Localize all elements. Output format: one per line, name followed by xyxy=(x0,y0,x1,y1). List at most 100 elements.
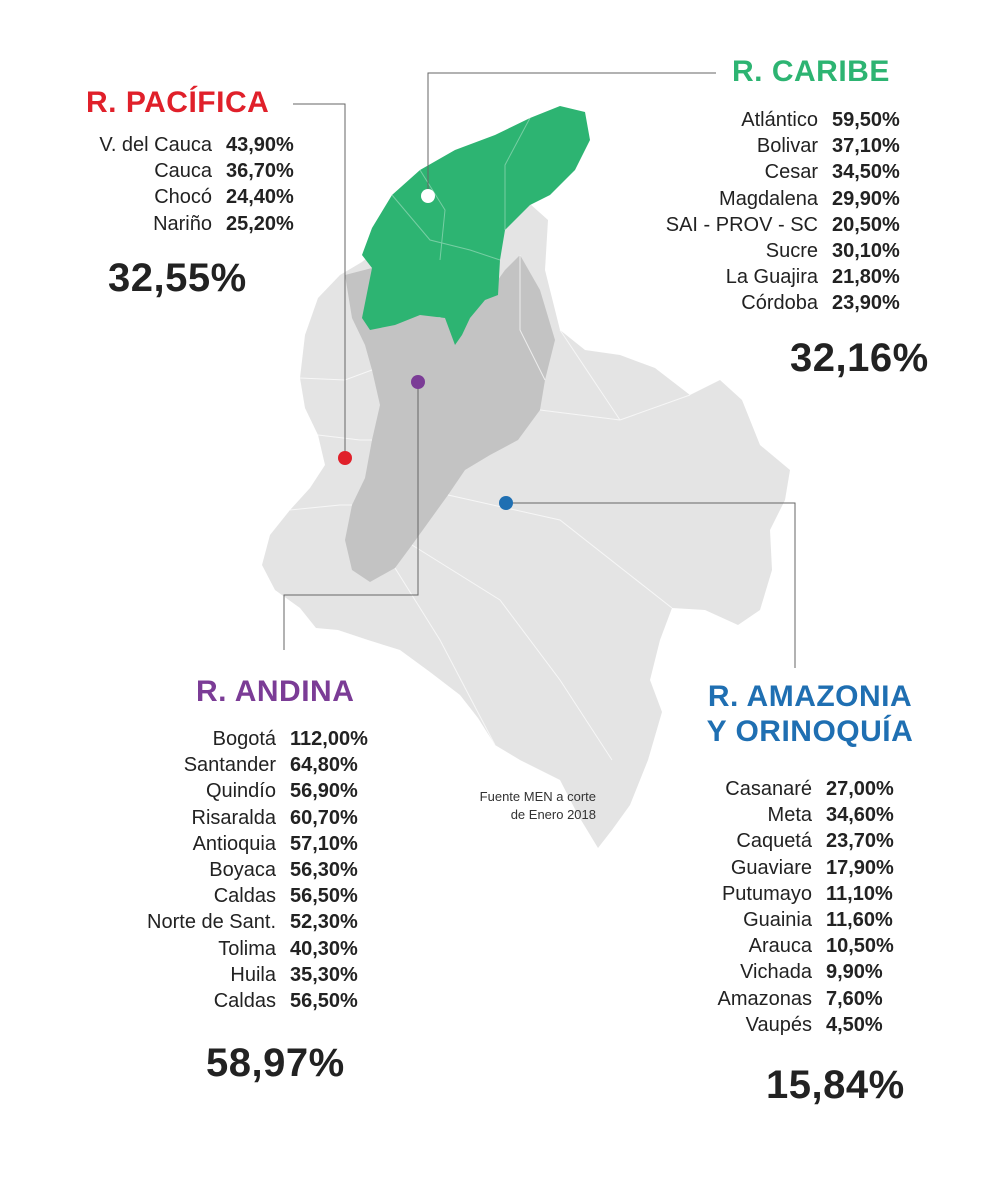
caribe-row-value: 29,90% xyxy=(832,187,900,210)
list-item: Boyaca 56,30% xyxy=(100,857,368,883)
andina-row-value: 56,50% xyxy=(290,885,358,908)
marker-caribe[interactable] xyxy=(421,189,435,203)
pacifica-row-name: Chocó xyxy=(154,186,212,209)
list-item: Arauca 10,50% xyxy=(620,933,894,959)
amazonia-row-name: Guaviare xyxy=(730,856,812,879)
andina-row-name: Tolima xyxy=(218,937,276,960)
andina-total: 58,97% xyxy=(206,1041,345,1085)
amazonia-row-name: Meta xyxy=(767,804,812,827)
caribe-total: 32,16% xyxy=(790,336,929,380)
amazonia-row-value: 11,10% xyxy=(826,882,893,905)
amazonia-row-name: Vaupés xyxy=(745,1013,812,1036)
amazonia-row-name: Guainia xyxy=(743,909,812,932)
source-line-1: Fuente MEN a corte xyxy=(479,789,596,804)
caribe-row-value: 34,50% xyxy=(832,161,900,184)
amazonia-row-value: 34,60% xyxy=(826,804,894,827)
andina-row-value: 60,70% xyxy=(290,806,358,829)
pacifica-row-value: 36,70% xyxy=(226,160,294,183)
caribe-row-value: 20,50% xyxy=(832,213,900,236)
caribe-list: Atlántico 59,50% Bolivar 37,10% Cesar 34,50… xyxy=(610,107,900,317)
amazonia-row-value: 9,90% xyxy=(826,961,883,984)
list-item: SAI - PROV - SC 20,50% xyxy=(610,212,900,238)
list-item: Sucre 30,10% xyxy=(610,238,900,264)
marker-andina[interactable] xyxy=(411,375,425,389)
pacifica-row-name: V. del Cauca xyxy=(99,134,212,156)
andina-row-name: Bogotá xyxy=(212,728,276,750)
andina-row-value: 56,90% xyxy=(290,780,358,803)
caribe-row-name: Atlántico xyxy=(741,109,818,131)
list-item: Bogotá 112,00% xyxy=(100,726,368,752)
list-item: Bolivar 37,10% xyxy=(610,133,900,159)
pacifica-row-value: 25,20% xyxy=(226,212,294,235)
connector-amazonia xyxy=(506,502,796,668)
andina-row-name: Caldas xyxy=(213,885,276,908)
caribe-row-name: La Guajira xyxy=(725,266,818,289)
list-item: Quindío 56,90% xyxy=(100,778,368,804)
caribe-row-value: 23,90% xyxy=(832,292,900,315)
amazonia-row-value: 7,60% xyxy=(826,987,883,1010)
list-item: Cauca 36,70% xyxy=(60,158,294,184)
map-caribe-region[interactable] xyxy=(362,106,590,345)
caribe-title: R. CARIBE xyxy=(732,55,890,88)
amazonia-row-name: Putumayo xyxy=(721,882,812,905)
list-item: Magdalena 29,90% xyxy=(610,186,900,212)
andina-title: R. ANDINA xyxy=(196,675,355,708)
caribe-row-value: 37,10% xyxy=(832,135,900,158)
list-item: Antioquia 57,10% xyxy=(100,831,368,857)
andina-row-value: 56,50% xyxy=(290,990,358,1013)
pacifica-title: R. PACÍFICA xyxy=(86,86,270,119)
andina-row-name: Huila xyxy=(230,963,276,986)
andina-row-name: Boyaca xyxy=(209,859,276,882)
andina-row-value: 40,30% xyxy=(290,937,358,960)
amazonia-row-value: 27,00% xyxy=(826,778,894,800)
amazonia-row-value: 11,60% xyxy=(826,909,893,932)
andina-row-name: Quindío xyxy=(205,780,276,803)
connector-andina xyxy=(283,382,419,650)
list-item: Atlántico 59,50% xyxy=(610,107,900,133)
caribe-row-value: 21,80% xyxy=(832,266,900,289)
andina-row-value: 35,30% xyxy=(290,963,358,986)
caribe-row-value: 30,10% xyxy=(832,240,900,263)
caribe-row-name: Cesar xyxy=(764,161,818,184)
amazonia-row-value: 10,50% xyxy=(826,935,894,958)
caribe-row-name: SAI - PROV - SC xyxy=(665,213,818,236)
marker-pacifica[interactable] xyxy=(338,451,352,465)
list-item: Norte de Sant. 52,30% xyxy=(100,909,368,935)
list-item: Caldas 56,50% xyxy=(100,988,368,1014)
connector-caribe xyxy=(427,72,716,196)
list-item: Santander 64,80% xyxy=(100,752,368,778)
amazonia-title-line-2: Y ORINOQUÍA xyxy=(706,714,914,748)
list-item: Meta 34,60% xyxy=(620,802,894,828)
andina-row-name: Antioquia xyxy=(192,832,276,855)
list-item: Casanaré 27,00% xyxy=(620,776,894,802)
pacifica-row-value: 43,90% xyxy=(226,134,294,156)
andina-list: Bogotá 112,00% Santander 64,80% Quindío 56,… xyxy=(100,726,368,1014)
caribe-row-name: Córdoba xyxy=(741,292,818,315)
caribe-row-name: Magdalena xyxy=(719,187,818,210)
amazonia-row-value: 17,90% xyxy=(826,856,894,879)
list-item: V. del Cauca 43,90% xyxy=(60,132,294,158)
amazonia-title-line-1: R. AMAZONIA xyxy=(707,680,913,713)
list-item: Guainia 11,60% xyxy=(620,907,894,933)
amazonia-row-name: Vichada xyxy=(740,961,812,984)
andina-row-value: 57,10% xyxy=(290,832,358,855)
amazonia-row-value: 4,50% xyxy=(826,1013,883,1036)
amazonia-row-value: 23,70% xyxy=(826,830,894,853)
list-item: Huila 35,30% xyxy=(100,962,368,988)
list-item: Tolima 40,30% xyxy=(100,936,368,962)
andina-row-name: Risaralda xyxy=(191,806,276,829)
list-item: Amazonas 7,60% xyxy=(620,986,894,1012)
andina-row-name: Caldas xyxy=(213,990,276,1013)
list-item: Vaupés 4,50% xyxy=(620,1012,894,1038)
pacifica-total: 32,55% xyxy=(108,256,247,300)
amazonia-row-name: Amazonas xyxy=(717,987,813,1010)
map-andean-region xyxy=(345,255,555,582)
source-line-2: de Enero 2018 xyxy=(510,807,596,822)
list-item: Cesar 34,50% xyxy=(610,159,900,185)
marker-amazonia[interactable] xyxy=(499,496,513,510)
list-item: Nariño 25,20% xyxy=(60,211,294,237)
list-item: Córdoba 23,90% xyxy=(610,290,900,316)
amazonia-row-name: Casanaré xyxy=(725,778,812,800)
pacifica-row-value: 24,40% xyxy=(226,186,294,209)
amazonia-list: Casanaré 27,00% Meta 34,60% Caquetá 23,70% … xyxy=(620,776,894,1038)
